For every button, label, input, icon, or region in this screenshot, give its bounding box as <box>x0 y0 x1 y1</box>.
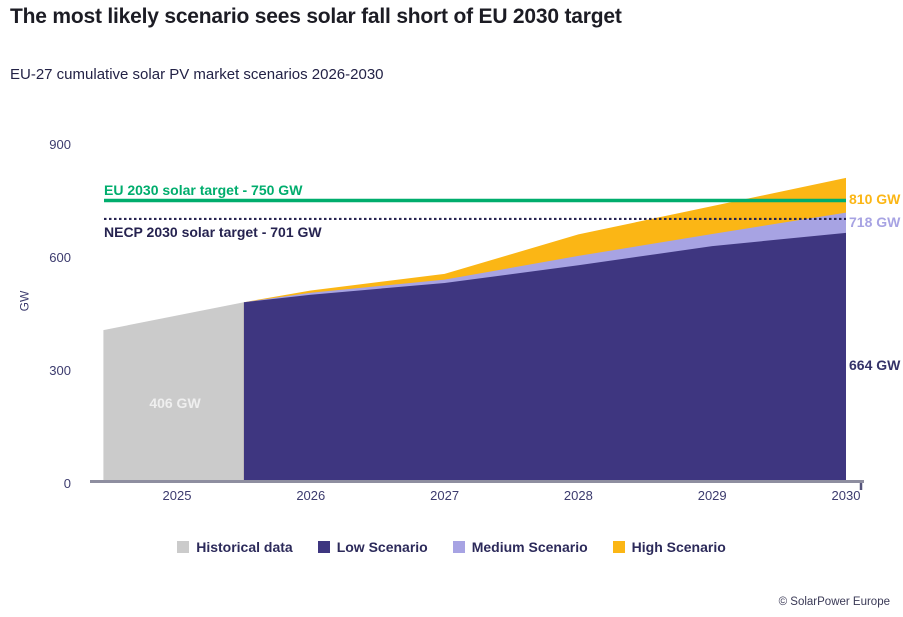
legend-item-low-scenario: Low Scenario <box>317 539 428 555</box>
legend-label: High Scenario <box>631 539 726 555</box>
y-tick-300: 300 <box>49 362 71 378</box>
necp-target-line-label: NECP 2030 solar target - 701 GW <box>104 224 322 240</box>
chart-subtitle: EU-27 cumulative solar PV market scenari… <box>10 66 384 83</box>
legend-swatch-icon <box>177 541 190 553</box>
historical-area-value-label: 406 GW <box>149 395 201 411</box>
legend-swatch-icon <box>452 541 465 553</box>
end-label-718: 718 GW <box>849 214 901 230</box>
legend-label: Low Scenario <box>336 539 428 555</box>
page-title: The most likely scenario sees solar fall… <box>10 5 622 28</box>
legend-label: Medium Scenario <box>471 539 588 555</box>
legend: Historical data Low Scenario Medium Scenar… <box>0 539 903 555</box>
low-scenario-area <box>243 232 846 483</box>
y-tick-600: 600 <box>49 249 71 265</box>
end-label-810: 810 GW <box>849 191 901 207</box>
x-tick-2030: 2030 <box>831 488 861 503</box>
y-tick-0: 0 <box>63 475 71 491</box>
legend-item-medium-scenario: Medium Scenario <box>452 539 588 555</box>
x-tick-2029: 2029 <box>697 488 727 503</box>
legend-item-historical-data: Historical data <box>177 539 293 555</box>
y-tick-900: 900 <box>49 136 71 152</box>
legend-label: Historical data <box>196 539 293 555</box>
x-tick-2027: 2027 <box>430 488 460 503</box>
x-tick-2026: 2026 <box>296 488 326 503</box>
x-tick-2028: 2028 <box>563 488 593 503</box>
legend-item-high-scenario: High Scenario <box>612 539 726 555</box>
y-axis-label: GW <box>17 290 32 312</box>
historical-area <box>103 302 244 483</box>
x-tick-2025: 2025 <box>162 488 192 503</box>
copyright-credit: © SolarPower Europe <box>778 596 890 608</box>
legend-swatch-icon <box>317 541 330 553</box>
eu-target-line-label: EU 2030 solar target - 750 GW <box>104 182 303 198</box>
legend-swatch-icon <box>612 541 625 553</box>
end-label-664: 664 GW <box>849 357 901 373</box>
